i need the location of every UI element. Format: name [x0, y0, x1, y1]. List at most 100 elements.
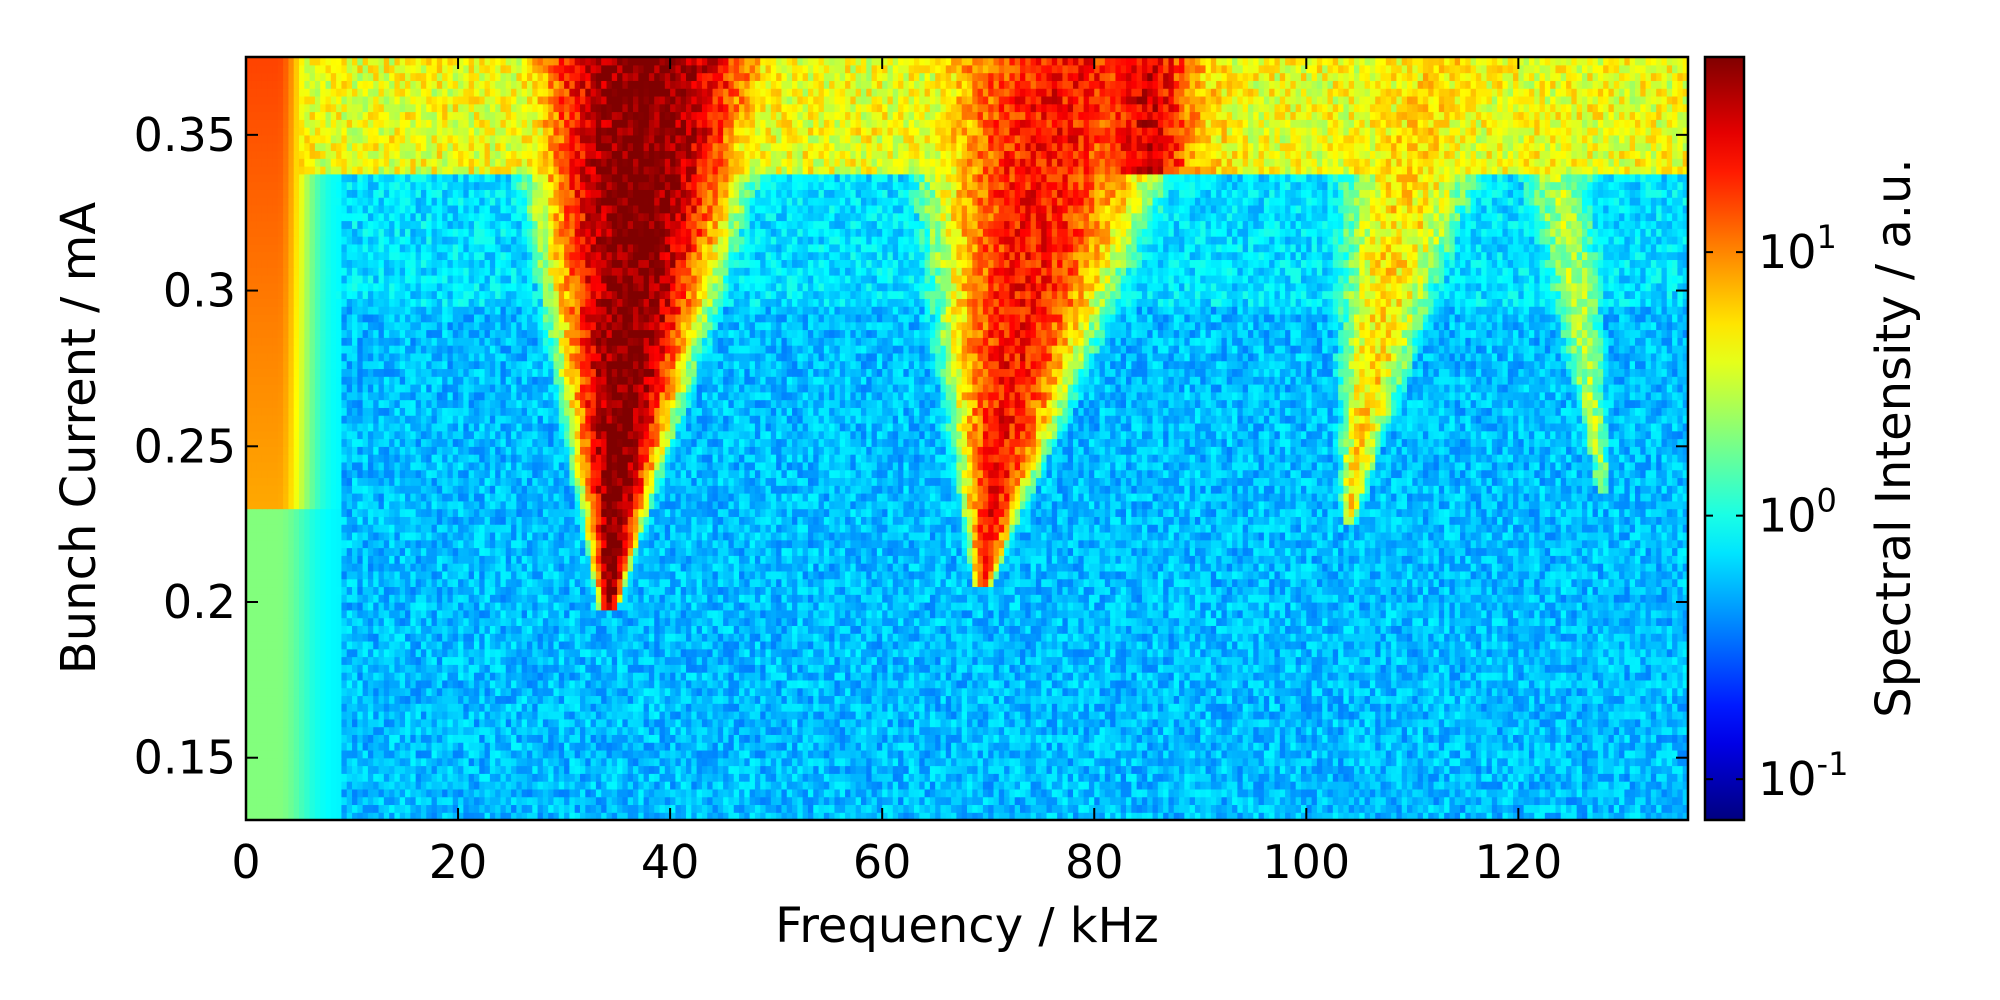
heatmap-cell	[919, 742, 926, 751]
heatmap-cell	[1210, 711, 1217, 720]
heatmap-cell	[1189, 695, 1196, 704]
heatmap-cell	[511, 718, 517, 728]
heatmap-cell	[1041, 757, 1048, 767]
heatmap-cell	[913, 711, 920, 720]
heatmap-cell	[505, 773, 512, 782]
heatmap-cell	[1136, 788, 1143, 798]
heatmap-cell	[1523, 773, 1530, 782]
heatmap-cell	[1539, 711, 1546, 720]
heatmap-cell	[670, 711, 677, 720]
heatmap-cell	[1104, 726, 1111, 735]
heatmap-cell	[654, 742, 661, 751]
heatmap-cell	[717, 773, 724, 782]
heatmap-cell	[420, 796, 427, 806]
heatmap-cell	[1523, 812, 1530, 821]
heatmap-cell	[261, 695, 268, 704]
heatmap-cell	[818, 695, 825, 704]
heatmap-cell	[1311, 703, 1318, 712]
heatmap-cell	[558, 718, 565, 728]
heatmap-cell	[866, 679, 873, 689]
heatmap-cell	[1041, 718, 1048, 728]
heatmap-cell	[1634, 695, 1641, 704]
heatmap-cell	[1014, 812, 1021, 821]
heatmap-cell	[1073, 781, 1079, 790]
heatmap-cell	[1587, 703, 1594, 712]
heatmap-cell	[1157, 812, 1164, 821]
heatmap-cell	[1094, 788, 1101, 798]
heatmap-cell	[1592, 742, 1599, 751]
heatmap-cell	[1438, 687, 1445, 697]
heatmap-cell	[797, 773, 804, 782]
heatmap-cell	[1300, 796, 1307, 806]
heatmap-cell	[829, 734, 836, 743]
heatmap-cell	[1285, 734, 1291, 743]
heatmap-cell	[1067, 773, 1074, 782]
heatmap-cell	[1051, 781, 1058, 790]
heatmap-cell	[526, 765, 533, 774]
heatmap-cell	[913, 765, 920, 774]
heatmap-cell	[1316, 695, 1323, 704]
heatmap-cell	[1645, 687, 1652, 697]
heatmap-cell	[1083, 796, 1090, 806]
heatmap-cell	[1025, 711, 1032, 720]
heatmap-cell	[553, 672, 560, 681]
heatmap-cell	[1354, 734, 1360, 743]
heatmap-cell	[1322, 749, 1329, 759]
heatmap-cell	[1407, 734, 1413, 743]
heatmap-cell	[1035, 703, 1042, 712]
heatmap-cell	[1407, 726, 1413, 735]
heatmap-cell	[1067, 781, 1074, 790]
heatmap-cell	[670, 757, 677, 767]
heatmap-cell	[1682, 726, 1689, 735]
heatmap-cell	[1046, 742, 1053, 751]
heatmap-cell	[267, 718, 274, 728]
heatmap-cell	[855, 804, 862, 813]
heatmap-cell	[1200, 781, 1207, 790]
heatmap-cell	[1385, 804, 1392, 813]
heatmap-cell	[452, 711, 459, 720]
heatmap-cell	[913, 812, 920, 821]
heatmap-cell	[717, 757, 724, 767]
heatmap-cell	[1672, 796, 1678, 806]
heatmap-cell	[1057, 773, 1064, 782]
heatmap-cell	[627, 703, 634, 712]
heatmap-cell	[267, 804, 274, 813]
heatmap-cell	[945, 703, 952, 712]
heatmap-cell	[309, 711, 316, 720]
heatmap-cell	[1205, 757, 1212, 767]
heatmap-cell	[1083, 781, 1090, 790]
heatmap-cell	[993, 796, 1000, 806]
heatmap-cell	[1571, 742, 1578, 751]
heatmap-cell	[1407, 796, 1413, 806]
heatmap-cell	[330, 757, 337, 767]
heatmap-cell	[961, 687, 968, 697]
heatmap-cell	[977, 679, 984, 689]
heatmap-cell	[325, 734, 332, 743]
heatmap-cell	[807, 711, 814, 720]
heatmap-cell	[871, 711, 878, 720]
heatmap-cell	[1332, 734, 1339, 743]
heatmap-cell	[1528, 773, 1535, 782]
heatmap-cell	[648, 781, 655, 790]
heatmap-cell	[733, 765, 740, 774]
heatmap-cell	[442, 773, 449, 782]
heatmap-cell	[1550, 734, 1557, 743]
heatmap-cell	[1629, 742, 1636, 751]
heatmap-cell	[1279, 796, 1286, 806]
heatmap-cell	[357, 695, 364, 704]
heatmap-cell	[511, 804, 517, 813]
heatmap-cell	[542, 788, 549, 798]
heatmap-cell	[1491, 781, 1498, 790]
heatmap-cell	[1041, 679, 1048, 689]
heatmap-cell	[802, 726, 809, 735]
heatmap-cell	[1566, 796, 1572, 806]
heatmap-cell	[246, 742, 252, 751]
heatmap-cell	[988, 734, 995, 743]
heatmap-cell	[1544, 812, 1551, 821]
heatmap-cell	[627, 672, 634, 681]
heatmap-cell	[956, 742, 963, 751]
heatmap-cell	[1550, 796, 1557, 806]
heatmap-cell	[1131, 757, 1138, 767]
heatmap-cell	[670, 703, 677, 712]
heatmap-cell	[1327, 781, 1334, 790]
